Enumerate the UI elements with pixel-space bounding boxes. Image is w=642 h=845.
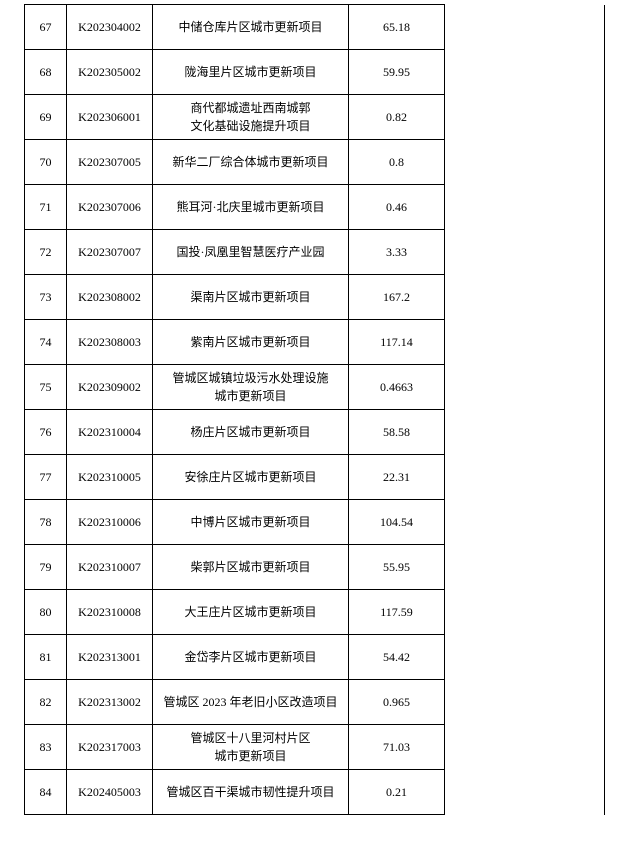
cell-code: K202405003 bbox=[67, 770, 153, 815]
cell-num: 83 bbox=[25, 725, 67, 770]
cell-code: K202313001 bbox=[67, 635, 153, 680]
cell-code: K202305002 bbox=[67, 50, 153, 95]
cell-num: 76 bbox=[25, 410, 67, 455]
cell-value: 22.31 bbox=[349, 455, 445, 500]
cell-name: 渠南片区城市更新项目 bbox=[153, 275, 349, 320]
cell-value: 167.2 bbox=[349, 275, 445, 320]
cell-num: 73 bbox=[25, 275, 67, 320]
cell-name: 中博片区城市更新项目 bbox=[153, 500, 349, 545]
cell-value: 55.95 bbox=[349, 545, 445, 590]
cell-name: 管城区十八里河村片区城市更新项目 bbox=[153, 725, 349, 770]
cell-empty bbox=[445, 5, 605, 815]
cell-num: 82 bbox=[25, 680, 67, 725]
cell-name: 新华二厂综合体城市更新项目 bbox=[153, 140, 349, 185]
cell-name: 管城区 2023 年老旧小区改造项目 bbox=[153, 680, 349, 725]
cell-num: 84 bbox=[25, 770, 67, 815]
cell-value: 0.82 bbox=[349, 95, 445, 140]
cell-num: 75 bbox=[25, 365, 67, 410]
cell-value: 0.46 bbox=[349, 185, 445, 230]
cell-num: 79 bbox=[25, 545, 67, 590]
cell-num: 67 bbox=[25, 5, 67, 50]
cell-code: K202313002 bbox=[67, 680, 153, 725]
cell-code: K202309002 bbox=[67, 365, 153, 410]
cell-value: 58.58 bbox=[349, 410, 445, 455]
cell-value: 104.54 bbox=[349, 500, 445, 545]
table-body: 67K202304002中储仓库片区城市更新项目65.1868K20230500… bbox=[25, 5, 605, 815]
cell-code: K202308003 bbox=[67, 320, 153, 365]
cell-num: 70 bbox=[25, 140, 67, 185]
cell-name: 管城区百干渠城市韧性提升项目 bbox=[153, 770, 349, 815]
cell-code: K202310007 bbox=[67, 545, 153, 590]
cell-value: 65.18 bbox=[349, 5, 445, 50]
cell-value: 117.59 bbox=[349, 590, 445, 635]
cell-name: 陇海里片区城市更新项目 bbox=[153, 50, 349, 95]
cell-name: 商代都城遗址西南城郭文化基础设施提升项目 bbox=[153, 95, 349, 140]
cell-num: 77 bbox=[25, 455, 67, 500]
cell-code: K202307007 bbox=[67, 230, 153, 275]
cell-code: K202307006 bbox=[67, 185, 153, 230]
cell-name: 管城区城镇垃圾污水处理设施城市更新项目 bbox=[153, 365, 349, 410]
cell-value: 0.965 bbox=[349, 680, 445, 725]
cell-value: 54.42 bbox=[349, 635, 445, 680]
cell-name: 柴郭片区城市更新项目 bbox=[153, 545, 349, 590]
cell-name: 中储仓库片区城市更新项目 bbox=[153, 5, 349, 50]
cell-code: K202317003 bbox=[67, 725, 153, 770]
table-row: 67K202304002中储仓库片区城市更新项目65.18 bbox=[25, 5, 605, 50]
cell-num: 80 bbox=[25, 590, 67, 635]
cell-value: 0.4663 bbox=[349, 365, 445, 410]
cell-code: K202307005 bbox=[67, 140, 153, 185]
cell-num: 74 bbox=[25, 320, 67, 365]
cell-value: 71.03 bbox=[349, 725, 445, 770]
cell-num: 68 bbox=[25, 50, 67, 95]
project-table: 67K202304002中储仓库片区城市更新项目65.1868K20230500… bbox=[24, 4, 605, 815]
cell-value: 117.14 bbox=[349, 320, 445, 365]
cell-value: 0.21 bbox=[349, 770, 445, 815]
cell-num: 72 bbox=[25, 230, 67, 275]
cell-num: 78 bbox=[25, 500, 67, 545]
cell-code: K202306001 bbox=[67, 95, 153, 140]
cell-name: 熊耳河·北庆里城市更新项目 bbox=[153, 185, 349, 230]
cell-num: 71 bbox=[25, 185, 67, 230]
cell-num: 81 bbox=[25, 635, 67, 680]
cell-name: 紫南片区城市更新项目 bbox=[153, 320, 349, 365]
cell-name: 杨庄片区城市更新项目 bbox=[153, 410, 349, 455]
cell-code: K202310005 bbox=[67, 455, 153, 500]
cell-name: 安徐庄片区城市更新项目 bbox=[153, 455, 349, 500]
cell-code: K202310008 bbox=[67, 590, 153, 635]
cell-name: 国投·凤凰里智慧医疗产业园 bbox=[153, 230, 349, 275]
cell-value: 59.95 bbox=[349, 50, 445, 95]
cell-code: K202304002 bbox=[67, 5, 153, 50]
cell-num: 69 bbox=[25, 95, 67, 140]
cell-value: 3.33 bbox=[349, 230, 445, 275]
cell-code: K202310004 bbox=[67, 410, 153, 455]
cell-name: 大王庄片区城市更新项目 bbox=[153, 590, 349, 635]
cell-code: K202308002 bbox=[67, 275, 153, 320]
cell-code: K202310006 bbox=[67, 500, 153, 545]
cell-value: 0.8 bbox=[349, 140, 445, 185]
cell-name: 金岱李片区城市更新项目 bbox=[153, 635, 349, 680]
